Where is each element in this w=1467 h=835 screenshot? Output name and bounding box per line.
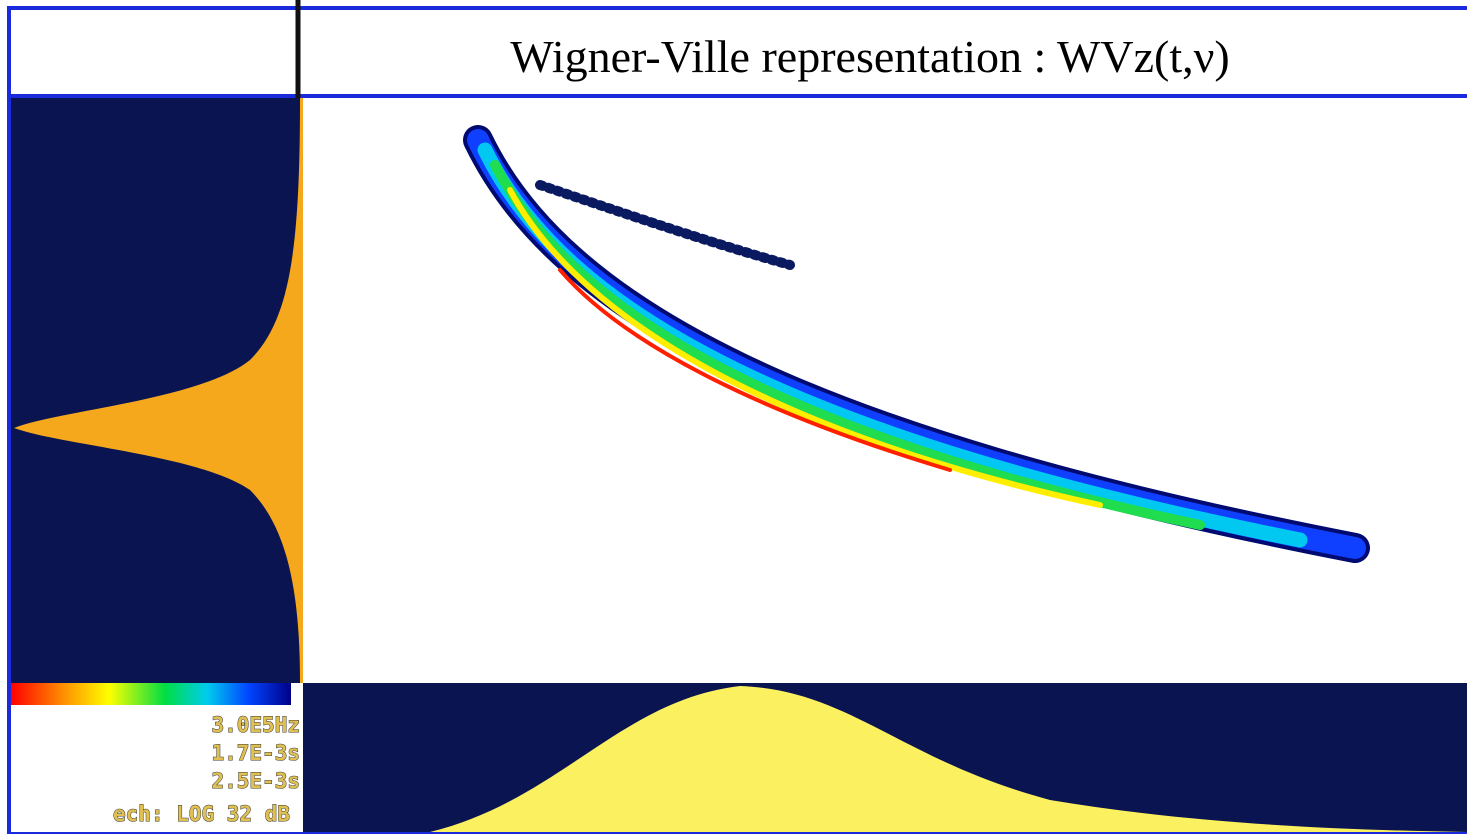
freq-label: 3.0E5Hz [211, 713, 300, 737]
app-window: Wigner-Ville representation : WVz(t,ν) 3… [0, 0, 1467, 835]
scale-label: ech: LOG 32 dB [113, 802, 290, 826]
tf-plot [303, 98, 1467, 683]
time-label: 1.7E-3s [211, 741, 300, 765]
colorbar [11, 683, 291, 705]
plot-title: Wigner-Ville representation : WVz(t,ν) [510, 31, 1229, 82]
time-label: 2.5E-3s [211, 769, 300, 793]
